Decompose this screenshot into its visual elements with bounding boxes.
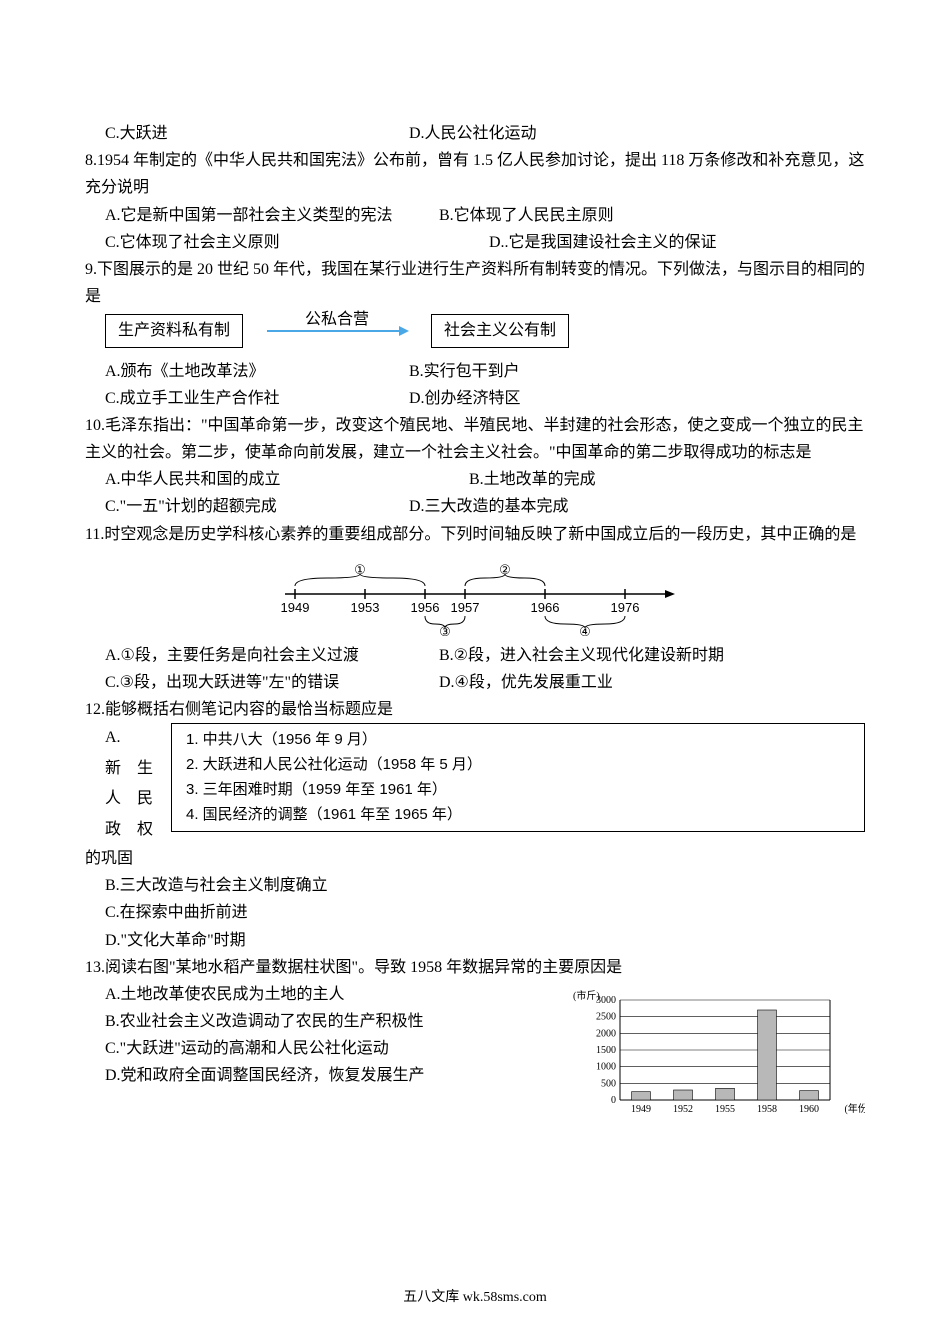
q9-stem: 9.下图展示的是 20 世纪 50 年代，我国在某行业进行生产资料所有制转变的情… <box>85 256 865 310</box>
q12-left-1: 新 生 <box>105 754 165 784</box>
svg-text:②: ② <box>499 562 511 577</box>
svg-text:1500: 1500 <box>596 1045 616 1056</box>
q10-opt-a: A.中华人民共和国的成立 <box>105 466 465 493</box>
q12-stem: 12.能够概括右侧笔记内容的最恰当标题应是 <box>85 696 865 723</box>
q8-opt-a: A.它是新中国第一部社会主义类型的宪法 <box>105 202 435 229</box>
q7-opt-c: C.大跃进 <box>105 120 405 147</box>
q13-options: A.土地改革使农民成为土地的主人 B.农业社会主义改造调动了农民的生产积极性 C… <box>85 981 553 1090</box>
q13-opt-c: C."大跃进"运动的高潮和人民公社化运动 <box>85 1035 553 1062</box>
q9-arrow: 公私合营 <box>267 330 407 332</box>
svg-text:(年份): (年份) <box>844 1102 865 1115</box>
q11-options-cd: C.③段，出现大跃进等"左"的错误 D.④段，优先发展重工业 <box>85 669 865 696</box>
q12-left: A. 新 生 人 民 政 权 <box>105 723 165 845</box>
q10-options-ab: A.中华人民共和国的成立 B.土地改革的完成 <box>85 466 865 493</box>
q9-options-cd: C.成立手工业生产合作社 D.创办经济特区 <box>85 385 865 412</box>
svg-text:1955: 1955 <box>715 1104 735 1115</box>
q10-opt-b: B.土地改革的完成 <box>469 466 596 493</box>
svg-text:2500: 2500 <box>596 1012 616 1023</box>
q9-options-ab: A.颁布《土地改革法》 B.实行包干到户 <box>85 358 865 385</box>
q11-opt-b: B.②段，进入社会主义现代化建设新时期 <box>439 642 724 669</box>
q8-opt-d: D..它是我国建设社会主义的保证 <box>489 229 717 256</box>
q12-notes-box: 1. 中共八大（1956 年 9 月） 2. 大跃进和人民公社化运动（1958 … <box>171 723 865 832</box>
q8-options-ab: A.它是新中国第一部社会主义类型的宪法 B.它体现了人民民主原则 <box>85 202 865 229</box>
q12-note-1: 1. 中共八大（1956 年 9 月） <box>186 728 850 753</box>
q13-stem: 13.阅读右图"某地水稻产量数据柱状图"。导致 1958 年数据异常的主要原因是 <box>85 954 865 981</box>
timeline-svg: 1949 1953 1956 1957 1966 1976 ① ② ③ ④ <box>265 554 685 636</box>
q9-diagram: 生产资料私有制 公私合营 社会主义公有制 <box>85 310 865 357</box>
q12-note-2: 2. 大跃进和人民公社化运动（1958 年 5 月） <box>186 753 850 778</box>
svg-text:1953: 1953 <box>351 600 380 615</box>
q12-body: A. 新 生 人 民 政 权 1. 中共八大（1956 年 9 月） 2. 大跃… <box>85 723 865 845</box>
q12-opt-c: C.在探索中曲折前进 <box>85 899 865 926</box>
q9-opt-d: D.创办经济特区 <box>409 385 521 412</box>
q9-box-left: 生产资料私有制 <box>105 314 243 347</box>
q12-after: 的巩固 <box>85 845 865 872</box>
svg-text:①: ① <box>354 562 366 577</box>
q8-options-cd: C.它体现了社会主义原则 D..它是我国建设社会主义的保证 <box>85 229 865 256</box>
q13-opt-a: A.土地改革使农民成为土地的主人 <box>85 981 553 1008</box>
q8-opt-b: B.它体现了人民民主原则 <box>439 202 614 229</box>
q12-note-3: 3. 三年困难时期（1959 年至 1961 年） <box>186 778 850 803</box>
q9-opt-c: C.成立手工业生产合作社 <box>105 385 405 412</box>
q12-opt-b: B.三大改造与社会主义制度确立 <box>85 872 865 899</box>
q10-opt-d: D.三大改造的基本完成 <box>409 493 569 520</box>
svg-text:1952: 1952 <box>673 1104 693 1115</box>
svg-text:500: 500 <box>601 1078 616 1089</box>
q10-stem: 10.毛泽东指出："中国革命第一步，改变这个殖民地、半殖民地、半封建的社会形态，… <box>85 412 865 466</box>
q8-stem: 8.1954 年制定的《中华人民共和国宪法》公布前，曾有 1.5 亿人民参加讨论… <box>85 147 865 201</box>
svg-text:1000: 1000 <box>596 1062 616 1073</box>
svg-text:1976: 1976 <box>611 600 640 615</box>
q10-options-cd: C."一五"计划的超额完成 D.三大改造的基本完成 <box>85 493 865 520</box>
q12-note-4: 4. 国民经济的调整（1961 年至 1965 年） <box>186 803 850 828</box>
q12-left-2: 人 民 <box>105 784 165 814</box>
q9-opt-a: A.颁布《土地改革法》 <box>105 358 405 385</box>
svg-text:④: ④ <box>579 624 591 636</box>
q7-options: C.大跃进 D.人民公社化运动 <box>85 120 865 147</box>
svg-text:③: ③ <box>439 624 451 636</box>
q11-opt-d: D.④段，优先发展重工业 <box>439 669 613 696</box>
svg-text:1960: 1960 <box>799 1104 819 1115</box>
svg-text:1956: 1956 <box>411 600 440 615</box>
svg-text:1957: 1957 <box>451 600 480 615</box>
svg-text:1949: 1949 <box>631 1104 651 1115</box>
footer: 五八文库 wk.58sms.com <box>0 1286 950 1310</box>
q11-stem: 11.时空观念是历史学科核心素养的重要组成部分。下列时间轴反映了新中国成立后的一… <box>85 521 865 548</box>
q9-opt-b: B.实行包干到户 <box>409 358 520 385</box>
svg-text:1949: 1949 <box>281 600 310 615</box>
svg-text:1958: 1958 <box>757 1104 777 1115</box>
svg-text:0: 0 <box>611 1095 616 1106</box>
q13-opt-b: B.农业社会主义改造调动了农民的生产积极性 <box>85 1008 553 1035</box>
q11-timeline: 1949 1953 1956 1957 1966 1976 ① ② ③ ④ <box>85 548 865 642</box>
q9-box-right: 社会主义公有制 <box>431 314 569 347</box>
q13-bar-chart: (市斤)050010001500200025003000194919521955… <box>565 985 865 1125</box>
q8-opt-c: C.它体现了社会主义原则 <box>105 229 485 256</box>
q10-opt-c: C."一五"计划的超额完成 <box>105 493 405 520</box>
svg-text:1966: 1966 <box>531 600 560 615</box>
q12-left-3: 政 权 <box>105 815 165 845</box>
q12-opt-a-prefix: A. <box>105 723 165 753</box>
q12-opt-d: D."文化大革命"时期 <box>85 927 865 954</box>
svg-text:3000: 3000 <box>596 995 616 1006</box>
q13-row: A.土地改革使农民成为土地的主人 B.农业社会主义改造调动了农民的生产积极性 C… <box>85 981 865 1125</box>
q13-opt-d: D.党和政府全面调整国民经济，恢复发展生产 <box>85 1062 553 1089</box>
svg-text:2000: 2000 <box>596 1028 616 1039</box>
q7-opt-d: D.人民公社化运动 <box>409 120 537 147</box>
q11-opt-a: A.①段，主要任务是向社会主义过渡 <box>105 642 435 669</box>
q11-options-ab: A.①段，主要任务是向社会主义过渡 B.②段，进入社会主义现代化建设新时期 <box>85 642 865 669</box>
q11-opt-c: C.③段，出现大跃进等"左"的错误 <box>105 669 435 696</box>
q9-arrow-label: 公私合营 <box>305 306 369 333</box>
